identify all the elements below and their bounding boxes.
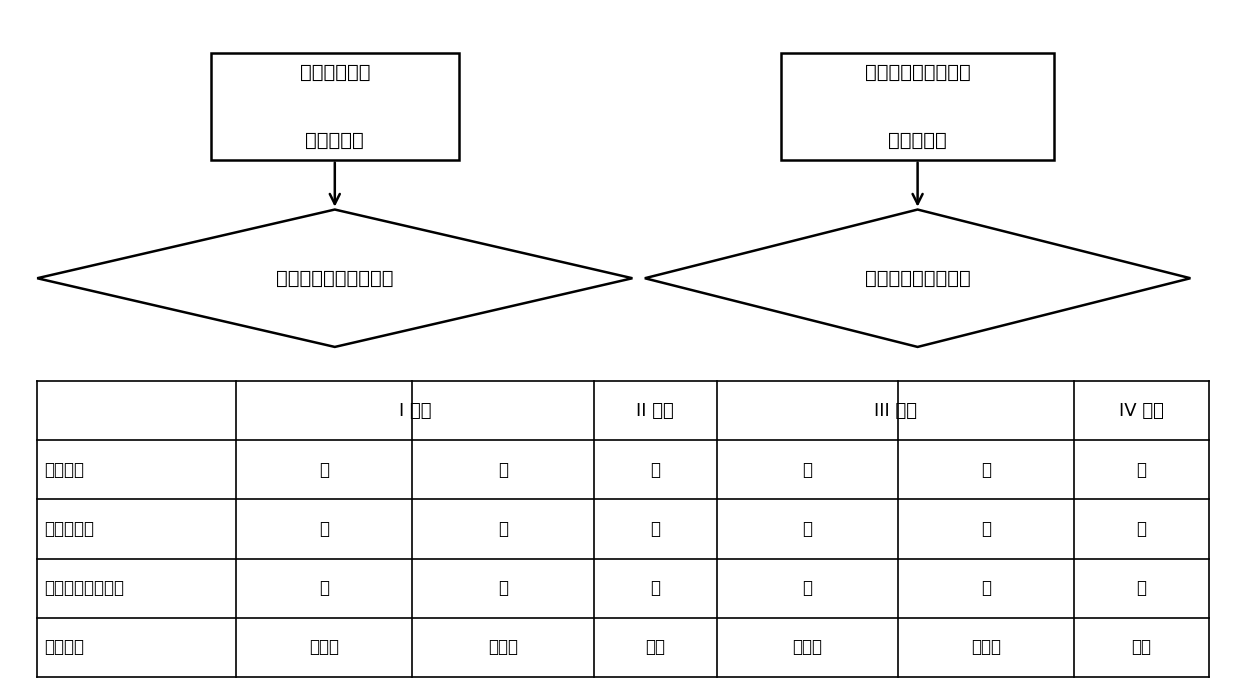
Text: 否: 否	[802, 579, 812, 597]
Text: 高: 高	[1137, 520, 1147, 538]
Bar	[781, 54, 1054, 160]
Text: 低: 低	[319, 520, 330, 538]
Text: 否: 否	[650, 579, 661, 597]
Text: 必选二: 必选二	[489, 638, 518, 656]
Text: II 类膜: II 类膜	[636, 402, 675, 420]
Polygon shape	[645, 210, 1190, 347]
Text: 高: 高	[802, 461, 812, 479]
Text: 分离系数: 分离系数	[45, 461, 84, 479]
Text: 否: 否	[1137, 579, 1147, 597]
Text: 否: 否	[981, 579, 991, 597]
Bar	[211, 54, 459, 160]
Text: 高: 高	[802, 520, 812, 538]
Text: 低: 低	[1137, 461, 1147, 479]
Text: 测定不同膜的

相对等电点: 测定不同膜的 相对等电点	[300, 63, 370, 150]
Text: 优选: 优选	[645, 638, 666, 656]
Polygon shape	[37, 210, 632, 347]
Text: 是: 是	[498, 579, 508, 597]
Text: 是否满足工艺需求: 是否满足工艺需求	[45, 579, 125, 597]
Text: 不选: 不选	[1132, 638, 1152, 656]
Text: 低: 低	[981, 461, 991, 479]
Text: 优选相对等电点小的膜: 优选相对等电点小的膜	[277, 269, 393, 288]
Text: 高: 高	[319, 461, 330, 479]
Text: 相对等电点: 相对等电点	[45, 520, 94, 538]
Text: 低: 低	[650, 520, 661, 538]
Text: III 类膜: III 类膜	[874, 402, 918, 420]
Text: 测定不同膜对物料初

始分离系数: 测定不同膜对物料初 始分离系数	[864, 63, 971, 150]
Text: 优选分离系数大的膜: 优选分离系数大的膜	[864, 269, 971, 288]
Text: 低: 低	[981, 520, 991, 538]
Text: I 类膜: I 类膜	[399, 402, 432, 420]
Text: 高: 高	[498, 461, 508, 479]
Text: 高: 高	[650, 461, 661, 479]
Text: 高: 高	[498, 520, 508, 538]
Text: IV 类膜: IV 类膜	[1120, 402, 1164, 420]
Text: 次选一: 次选一	[792, 638, 822, 656]
Text: 是: 是	[319, 579, 330, 597]
Text: 选择次序: 选择次序	[45, 638, 84, 656]
Text: 次选二: 次选二	[971, 638, 1002, 656]
Text: 必选一: 必选一	[309, 638, 340, 656]
